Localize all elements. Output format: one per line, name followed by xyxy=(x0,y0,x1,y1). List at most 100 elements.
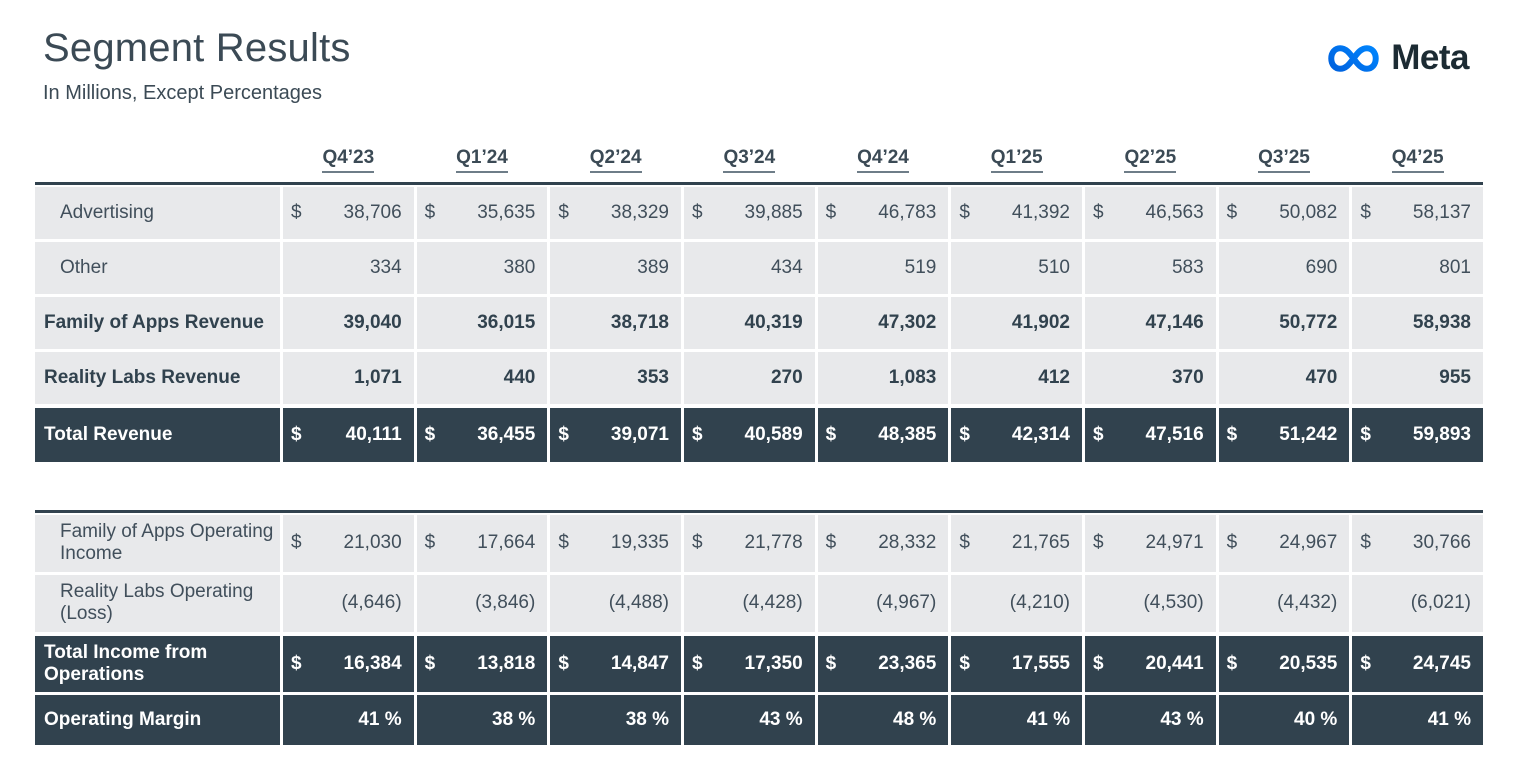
quarter-header-label: Q1’25 xyxy=(990,147,1043,173)
cell-value: 43 % xyxy=(1160,709,1204,731)
table-row: Total Revenue $40,111 $36,455 $39,071 $40,58… xyxy=(35,408,1483,462)
cell-value: 16,384 xyxy=(343,653,402,675)
dollar-sign: $ xyxy=(692,202,703,223)
dollar-sign: $ xyxy=(291,653,302,675)
row-label: Total Revenue xyxy=(35,408,280,462)
dollar-sign: $ xyxy=(424,653,436,675)
row-label: Family of Apps Revenue xyxy=(35,297,280,349)
row-label: Advertising xyxy=(35,187,280,239)
cell-value: 21,778 xyxy=(744,532,803,554)
dollar-sign: $ xyxy=(692,424,703,445)
dollar-sign: $ xyxy=(1093,424,1104,445)
value-cell: $21,778 xyxy=(684,515,815,572)
cell-value: 38 % xyxy=(492,709,536,731)
value-cell: $20,441 xyxy=(1085,635,1216,693)
cell-value: 39,885 xyxy=(744,202,803,223)
value-cell: 389 xyxy=(550,242,681,294)
value-cell: $20,535 xyxy=(1218,635,1350,693)
value-cell: $17,555 xyxy=(951,635,1082,693)
cell-value: 47,146 xyxy=(1145,312,1204,333)
meta-logo: Meta xyxy=(1325,38,1475,78)
value-cell: $38,706 xyxy=(283,187,414,239)
table-row: Total Income from Operations $16,384 $13,8… xyxy=(35,635,1483,693)
value-cell: $28,332 xyxy=(817,515,949,572)
value-cell: (6,021) xyxy=(1352,574,1483,632)
quarter-header: Q2’24 xyxy=(550,147,681,180)
value-cell: $21,765 xyxy=(951,515,1082,572)
dollar-sign: $ xyxy=(424,202,436,223)
dollar-sign: $ xyxy=(1093,532,1104,554)
quarter-header: Q3’25 xyxy=(1219,147,1350,180)
value-cell: (4,967) xyxy=(817,574,949,632)
value-cell: 583 xyxy=(1085,242,1216,294)
dollar-sign: $ xyxy=(692,653,703,675)
cell-value: 46,783 xyxy=(878,202,937,223)
value-cell: $40,589 xyxy=(684,408,815,462)
quarter-header-label: Q2’24 xyxy=(589,147,642,173)
cell-value: 59,893 xyxy=(1412,424,1471,445)
value-cell: 40 % xyxy=(1218,695,1350,746)
cell-value: 370 xyxy=(1171,367,1204,388)
quarter-header: Q4’24 xyxy=(818,147,949,180)
cell-value: 334 xyxy=(369,257,402,278)
dollar-sign: $ xyxy=(1226,532,1238,554)
dollar-sign: $ xyxy=(1360,532,1371,554)
cell-value: 28,332 xyxy=(878,532,937,554)
value-cell: $47,516 xyxy=(1085,408,1216,462)
quarter-header-label: Q3’24 xyxy=(723,147,776,173)
value-cell: $46,563 xyxy=(1085,187,1216,239)
dollar-sign: $ xyxy=(424,424,436,445)
value-cell: 36,015 xyxy=(416,297,548,349)
value-cell: 38,718 xyxy=(550,297,681,349)
cell-value: 40,111 xyxy=(345,424,402,445)
cell-value: 510 xyxy=(1038,257,1070,278)
dollar-sign: $ xyxy=(692,532,703,554)
quarter-header: Q4’23 xyxy=(283,147,414,180)
table-row: Operating Margin 41 % 38 % 38 % 43 % 48 % 41 %… xyxy=(35,695,1483,746)
value-cell: $41,392 xyxy=(951,187,1082,239)
row-label: Reality Labs Revenue xyxy=(35,352,280,404)
dollar-sign: $ xyxy=(825,532,837,554)
cell-value: 690 xyxy=(1305,257,1338,278)
dollar-sign: $ xyxy=(291,532,302,554)
cell-value: 41 % xyxy=(1427,709,1471,731)
dollar-sign: $ xyxy=(558,424,569,445)
value-cell: 41 % xyxy=(283,695,414,746)
cell-value: 43 % xyxy=(759,709,803,731)
cell-value: 583 xyxy=(1171,257,1204,278)
cell-value: 41 % xyxy=(358,709,402,731)
cell-value: 48 % xyxy=(893,709,937,731)
cell-value: 41 % xyxy=(1026,709,1070,731)
cell-value: 50,082 xyxy=(1279,202,1338,223)
cell-value: 46,563 xyxy=(1145,202,1204,223)
value-cell: (4,530) xyxy=(1085,574,1216,632)
quarter-header: Q3’24 xyxy=(684,147,815,180)
cell-value: (4,432) xyxy=(1277,592,1338,614)
quarter-header: Q2’25 xyxy=(1085,147,1216,180)
table-row: Family of Apps Operating Income $21,030 $1… xyxy=(35,515,1483,572)
cell-value: 519 xyxy=(904,257,937,278)
cell-value: (4,428) xyxy=(742,592,803,614)
value-cell: 41,902 xyxy=(951,297,1082,349)
cell-value: 38 % xyxy=(625,709,669,731)
value-cell: 270 xyxy=(684,352,815,404)
meta-wordmark: Meta xyxy=(1391,38,1469,77)
quarter-header-label: Q1’24 xyxy=(456,147,508,173)
value-cell: 43 % xyxy=(684,695,815,746)
cell-value: 380 xyxy=(503,257,536,278)
value-cell: (3,846) xyxy=(416,574,548,632)
value-cell: 38 % xyxy=(416,695,548,746)
value-cell: 41 % xyxy=(1352,695,1483,746)
dollar-sign: $ xyxy=(825,424,837,445)
cell-value: 20,441 xyxy=(1145,653,1204,675)
dollar-sign: $ xyxy=(1226,653,1238,675)
cell-value: 21,030 xyxy=(343,532,402,554)
cell-value: 440 xyxy=(503,367,536,388)
value-cell: $23,365 xyxy=(817,635,949,693)
cell-value: 389 xyxy=(637,257,669,278)
cell-value: 35,635 xyxy=(477,202,536,223)
value-cell: 334 xyxy=(283,242,414,294)
value-cell: 47,146 xyxy=(1085,297,1216,349)
value-cell: $59,893 xyxy=(1352,408,1483,462)
cell-value: 23,365 xyxy=(878,653,937,675)
